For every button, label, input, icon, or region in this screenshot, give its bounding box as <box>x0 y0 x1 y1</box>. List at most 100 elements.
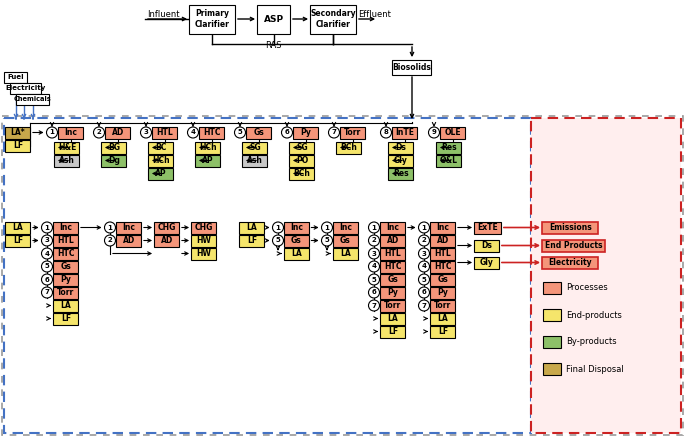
Text: HTC: HTC <box>434 262 451 271</box>
Text: Effluent: Effluent <box>358 10 391 19</box>
FancyBboxPatch shape <box>284 235 309 246</box>
Text: Torr: Torr <box>384 301 401 310</box>
Circle shape <box>140 127 151 138</box>
FancyBboxPatch shape <box>436 142 462 153</box>
Text: Biosolids: Biosolids <box>393 62 432 72</box>
FancyBboxPatch shape <box>380 287 406 298</box>
Text: Py: Py <box>301 128 312 137</box>
Text: 5: 5 <box>325 237 329 243</box>
Text: 5: 5 <box>422 277 426 282</box>
Text: HCh: HCh <box>199 143 217 152</box>
FancyBboxPatch shape <box>149 142 173 153</box>
Circle shape <box>188 127 199 138</box>
Circle shape <box>105 235 116 246</box>
Text: AP: AP <box>202 156 214 165</box>
FancyBboxPatch shape <box>380 222 406 233</box>
Text: End-products: End-products <box>566 311 622 319</box>
Text: Gs: Gs <box>291 236 302 245</box>
FancyBboxPatch shape <box>380 260 406 273</box>
FancyBboxPatch shape <box>53 274 79 285</box>
Text: 1: 1 <box>49 129 54 135</box>
Text: Final Disposal: Final Disposal <box>566 364 624 374</box>
FancyBboxPatch shape <box>53 299 79 312</box>
Text: Gs: Gs <box>438 275 449 284</box>
Text: Gs: Gs <box>388 275 399 284</box>
Circle shape <box>93 127 105 138</box>
FancyBboxPatch shape <box>105 126 131 139</box>
FancyBboxPatch shape <box>388 155 414 166</box>
FancyBboxPatch shape <box>53 222 79 233</box>
Text: AD: AD <box>387 236 399 245</box>
Text: LF: LF <box>13 236 23 245</box>
Circle shape <box>419 248 429 259</box>
Text: Py: Py <box>388 288 399 297</box>
Text: LA*: LA* <box>11 128 25 137</box>
FancyBboxPatch shape <box>340 126 366 139</box>
Text: AD: AD <box>123 236 135 245</box>
Text: End Products: End Products <box>545 241 603 250</box>
FancyBboxPatch shape <box>55 142 79 153</box>
FancyBboxPatch shape <box>155 222 179 233</box>
Text: LA: LA <box>438 314 449 323</box>
Text: 7: 7 <box>45 289 49 295</box>
Text: 1: 1 <box>275 225 280 230</box>
FancyBboxPatch shape <box>430 222 456 233</box>
Text: 2: 2 <box>422 237 426 243</box>
FancyBboxPatch shape <box>195 142 221 153</box>
Text: AD: AD <box>161 236 173 245</box>
Text: HW: HW <box>197 249 212 258</box>
Text: LF: LF <box>247 236 257 245</box>
Text: OLE: OLE <box>445 128 461 137</box>
Circle shape <box>419 235 429 246</box>
Text: 5: 5 <box>372 277 376 282</box>
FancyBboxPatch shape <box>531 118 681 433</box>
Text: Electricity: Electricity <box>5 85 46 91</box>
FancyBboxPatch shape <box>475 239 499 252</box>
Text: InTE: InTE <box>395 128 414 137</box>
FancyBboxPatch shape <box>430 312 456 325</box>
FancyBboxPatch shape <box>380 326 406 337</box>
FancyBboxPatch shape <box>199 126 225 139</box>
Text: 6: 6 <box>422 289 426 295</box>
FancyBboxPatch shape <box>192 247 216 260</box>
Text: PO: PO <box>296 156 308 165</box>
Text: Inc: Inc <box>290 223 303 232</box>
Text: 7: 7 <box>332 129 336 135</box>
FancyBboxPatch shape <box>430 326 456 337</box>
FancyBboxPatch shape <box>5 139 31 152</box>
Circle shape <box>42 222 53 233</box>
Text: Inc: Inc <box>64 128 77 137</box>
Circle shape <box>369 235 379 246</box>
FancyBboxPatch shape <box>393 126 417 139</box>
Circle shape <box>42 274 53 285</box>
Text: BC: BC <box>155 143 166 152</box>
Text: LF: LF <box>61 314 71 323</box>
Text: HTL: HTL <box>58 236 75 245</box>
FancyBboxPatch shape <box>380 274 406 285</box>
Circle shape <box>369 287 379 298</box>
Text: 7: 7 <box>421 302 427 309</box>
Text: HW: HW <box>197 236 212 245</box>
Text: 5: 5 <box>275 237 280 243</box>
FancyBboxPatch shape <box>53 235 79 246</box>
Text: Fuel: Fuel <box>8 74 24 80</box>
FancyBboxPatch shape <box>333 247 358 260</box>
FancyBboxPatch shape <box>240 222 264 233</box>
Text: 2: 2 <box>97 129 101 135</box>
Text: O&L: O&L <box>440 156 458 165</box>
Text: Inc: Inc <box>123 223 136 232</box>
Text: 1: 1 <box>108 225 112 230</box>
Circle shape <box>369 248 379 259</box>
FancyBboxPatch shape <box>543 363 561 375</box>
Text: LA: LA <box>388 314 399 323</box>
Text: Emissions: Emissions <box>549 223 592 232</box>
Text: Secondary
Clarifier: Secondary Clarifier <box>311 9 356 29</box>
Text: LA: LA <box>247 223 258 232</box>
Text: 6: 6 <box>285 129 289 135</box>
Circle shape <box>419 300 429 311</box>
FancyBboxPatch shape <box>258 4 290 34</box>
Text: 8: 8 <box>384 129 388 135</box>
FancyBboxPatch shape <box>430 235 456 246</box>
Circle shape <box>419 222 429 233</box>
Circle shape <box>369 222 379 233</box>
